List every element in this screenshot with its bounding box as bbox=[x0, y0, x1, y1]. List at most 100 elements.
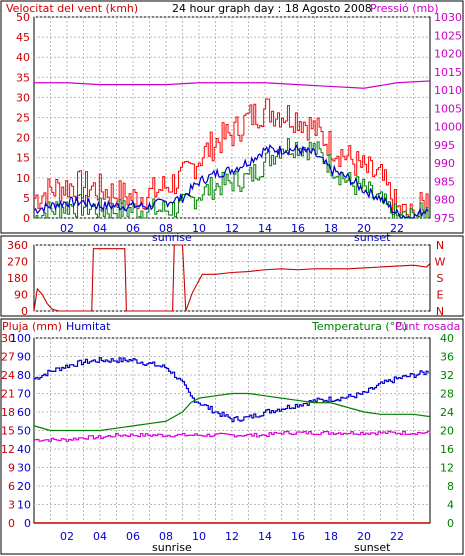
humidity-tick-label: 80 bbox=[17, 369, 31, 382]
humidity-tick-label: 70 bbox=[17, 388, 31, 401]
bottom-x-tick-label: 04 bbox=[93, 530, 107, 543]
pressure-axis-title: Pressió (mb) bbox=[370, 2, 439, 15]
bottom-x-tick-label: 18 bbox=[324, 530, 338, 543]
humidity-tick-label: 50 bbox=[17, 425, 31, 438]
rain-tick-label: 27 bbox=[1, 351, 15, 364]
rain-tick-label: 12 bbox=[1, 443, 15, 456]
top-x-tick-label: 20 bbox=[357, 222, 371, 235]
gust-series-line bbox=[34, 98, 429, 219]
temperature-tick-label: 40 bbox=[440, 332, 454, 345]
humidity-tick-label: 60 bbox=[17, 406, 31, 419]
temperature-tick-label: 28 bbox=[440, 388, 454, 401]
bottom-x-tick-label: 12 bbox=[225, 530, 239, 543]
temperature-tick-label: 32 bbox=[440, 369, 454, 382]
pressure-tick-label: 1000 bbox=[434, 121, 462, 134]
humidity-axis-title: Humitat bbox=[66, 320, 111, 333]
wind-axis-title: Velocitat del vent (kmh) bbox=[6, 2, 138, 15]
dewpoint-series-line bbox=[34, 430, 431, 442]
top-x-tick-label: 18 bbox=[324, 222, 338, 235]
compass-tick-label: N bbox=[436, 239, 444, 252]
dewpoint-axis-title: Punt rosada bbox=[395, 320, 460, 333]
pressure-tick-label: 1020 bbox=[434, 48, 462, 61]
wind-tick-label: 5 bbox=[23, 192, 30, 205]
humidity-tick-label: 20 bbox=[17, 480, 31, 493]
temperature-axis-title: Temperatura (°C) bbox=[311, 320, 407, 333]
temperature-tick-label: 8 bbox=[447, 480, 454, 493]
rain-tick-label: 0 bbox=[8, 517, 15, 530]
tick-layer: 0510152025303540455097598098599099510001… bbox=[1, 11, 462, 543]
rain-tick-label: 18 bbox=[1, 406, 15, 419]
pressure-tick-label: 1005 bbox=[434, 102, 462, 115]
temperature-tick-label: 12 bbox=[440, 462, 454, 475]
wind-tick-label: 45 bbox=[16, 31, 30, 44]
direction-tick-label: 180 bbox=[7, 272, 28, 285]
compass-tick-label: W bbox=[435, 256, 446, 269]
grid-layer bbox=[33, 16, 431, 524]
temperature-tick-label: 20 bbox=[440, 425, 454, 438]
humidity-tick-label: 0 bbox=[24, 517, 31, 530]
bottom-x-tick-label: 10 bbox=[192, 530, 206, 543]
wind-series-line bbox=[34, 138, 429, 219]
temperature-tick-label: 36 bbox=[440, 351, 454, 364]
top-x-tick-label: 16 bbox=[291, 222, 305, 235]
bottom-x-tick-label: 14 bbox=[258, 530, 272, 543]
wind-tick-label: 10 bbox=[16, 172, 30, 185]
rain-tick-label: 3 bbox=[8, 499, 15, 512]
top-x-tick-label: 14 bbox=[258, 222, 272, 235]
direction-tick-label: 90 bbox=[14, 289, 28, 302]
bottom-x-tick-label: 16 bbox=[291, 530, 305, 543]
wind-tick-label: 50 bbox=[16, 11, 30, 24]
humidity-tick-label: 10 bbox=[17, 499, 31, 512]
wind-tick-label: 0 bbox=[23, 212, 30, 225]
middle-panel bbox=[0, 235, 464, 317]
sunset-label-bottom: sunset bbox=[354, 541, 391, 554]
rain-tick-label: 21 bbox=[1, 388, 15, 401]
humidity-tick-label: 40 bbox=[17, 443, 31, 456]
pressure-series-line bbox=[34, 80, 431, 89]
rain-tick-label: 15 bbox=[1, 425, 15, 438]
compass-tick-label: N bbox=[436, 305, 444, 318]
direction-tick-label: 0 bbox=[21, 305, 28, 318]
top-x-tick-label: 10 bbox=[192, 222, 206, 235]
series-layer bbox=[33, 80, 431, 524]
temperature-tick-label: 24 bbox=[440, 406, 454, 419]
direction-series-line bbox=[33, 244, 431, 312]
pressure-tick-label: 980 bbox=[434, 194, 455, 207]
temperature-tick-label: 0 bbox=[447, 517, 454, 530]
wind-tick-label: 20 bbox=[16, 132, 30, 145]
wind-tick-label: 30 bbox=[16, 91, 30, 104]
temperature-tick-label: 16 bbox=[440, 443, 454, 456]
temperature-series-line bbox=[33, 392, 431, 432]
humidity-tick-label: 100 bbox=[10, 332, 31, 345]
sunrise-label-bottom: sunrise bbox=[152, 541, 192, 554]
pressure-tick-label: 995 bbox=[434, 139, 455, 152]
top-x-tick-label: 08 bbox=[159, 222, 173, 235]
direction-tick-label: 270 bbox=[7, 256, 28, 269]
top-x-tick-label: 22 bbox=[390, 222, 404, 235]
bottom-x-tick-label: 02 bbox=[60, 530, 74, 543]
sunset-label-top: sunset bbox=[354, 231, 391, 244]
top-x-tick-label: 12 bbox=[225, 222, 239, 235]
top-x-tick-label: 02 bbox=[60, 222, 74, 235]
rain-tick-label: 9 bbox=[8, 462, 15, 475]
bottom-x-tick-label: 06 bbox=[126, 530, 140, 543]
bottom-x-tick-label: 20 bbox=[357, 530, 371, 543]
pressure-tick-label: 1010 bbox=[434, 84, 462, 97]
humidity-series-line bbox=[34, 356, 429, 423]
humidity-tick-label: 90 bbox=[17, 351, 31, 364]
rain-tick-label: 30 bbox=[1, 332, 15, 345]
chart-title: 24 hour graph day : 18 Agosto 2008 bbox=[172, 2, 372, 15]
pressure-tick-label: 975 bbox=[434, 212, 455, 225]
pressure-tick-label: 1015 bbox=[434, 66, 462, 79]
pressure-tick-label: 985 bbox=[434, 175, 455, 188]
rain-axis-title: Pluja (mm) bbox=[2, 320, 62, 333]
rain-tick-label: 24 bbox=[1, 369, 15, 382]
wind-tick-label: 35 bbox=[16, 71, 30, 84]
compass-tick-label: E bbox=[437, 289, 444, 302]
direction-tick-label: 360 bbox=[7, 239, 28, 252]
temperature-tick-label: 4 bbox=[447, 499, 454, 512]
sunrise-label-top: sunrise bbox=[152, 231, 192, 244]
pressure-tick-label: 1025 bbox=[434, 29, 462, 42]
pressure-tick-label: 1030 bbox=[434, 11, 462, 24]
